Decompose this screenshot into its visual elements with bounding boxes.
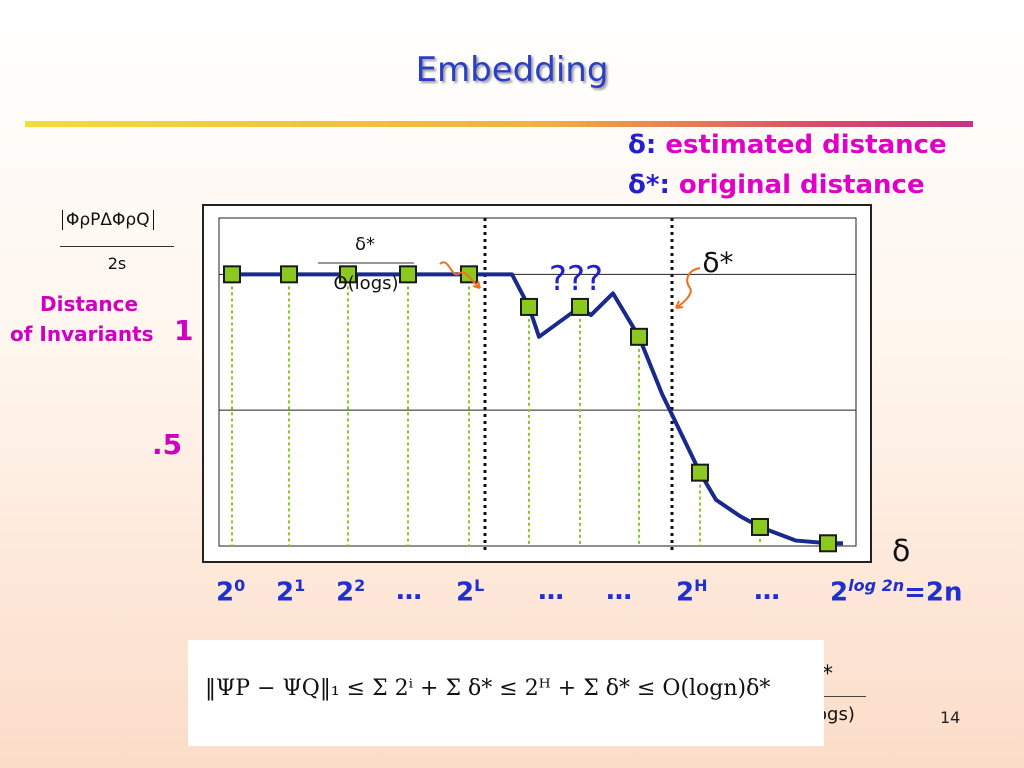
x-tick-H: 2H [676,576,708,608]
marker-7 [630,327,648,346]
x-tick-0: 20 [216,576,246,608]
marker-10 [819,534,837,553]
marker-1 [280,265,298,284]
formula-box [188,640,824,746]
annotation-left-numerator: δ* [355,234,375,255]
marker-4 [460,265,478,284]
y-fraction-bar [60,246,174,247]
y-tick-1: 1 [174,314,194,347]
legend-symbol-delta-star: δ*: [628,170,670,200]
y-fraction-denominator: 2s [107,254,127,273]
plot-area [218,217,857,547]
formula-text: ‖ΨP − ΨQ‖₁ ≤ Σ 2ⁱ + Σ δ* ≤ 2ᴴ + Σ δ* ≤ O… [205,676,771,701]
marker-6 [571,297,589,316]
x-tick-ellipsis-2: … [538,576,564,606]
question-marks: ??? [549,259,603,299]
arrow-right-squiggle [675,267,701,309]
marker-3 [399,265,417,284]
x-tick-ellipsis-1: … [396,576,422,606]
x-tick-L: 2L [456,576,485,608]
annotation-right-delta-star: δ* [702,246,733,279]
page-number: 14 [940,708,961,727]
legend-estimated: δ: estimated distance [628,130,947,160]
legend-symbol-delta: δ: [628,130,657,160]
marker-8 [691,463,709,482]
marker-2 [339,265,357,284]
legend-text-estimated: estimated distance [665,130,947,160]
x-tick-last: 2log 2n=2n [830,576,963,608]
y-fraction-numerator: ΦρPΔΦρQ [62,210,154,230]
y-tick-half: .5 [152,428,183,461]
behind-fraction-bar [822,696,866,697]
arrow-left-head [472,280,481,289]
legend-original: δ*: original distance [628,170,925,200]
x-tick-2: 22 [336,576,366,608]
marker-0 [223,265,241,284]
series-markers [223,265,837,553]
annotation-left-denominator: O(logs) [333,273,398,294]
y-axis-label-line2: of Invariants [10,322,154,346]
arrow-left-squiggle [439,261,481,289]
x-axis-label: δ [892,534,911,569]
marker-5 [520,297,538,316]
x-tick-ellipsis-3: … [606,576,632,606]
x-tick-1: 21 [276,576,306,608]
slide-title: Embedding [415,50,609,90]
behind-denominator: ogs) [816,704,855,725]
y-axis-label-line1: Distance [40,292,139,316]
title-divider [25,121,973,127]
behind-star: * [822,662,833,687]
legend-text-original: original distance [678,170,925,200]
x-tick-ellipsis-4: … [754,576,780,606]
arrow-right-head [675,300,684,309]
marker-9 [751,517,769,536]
